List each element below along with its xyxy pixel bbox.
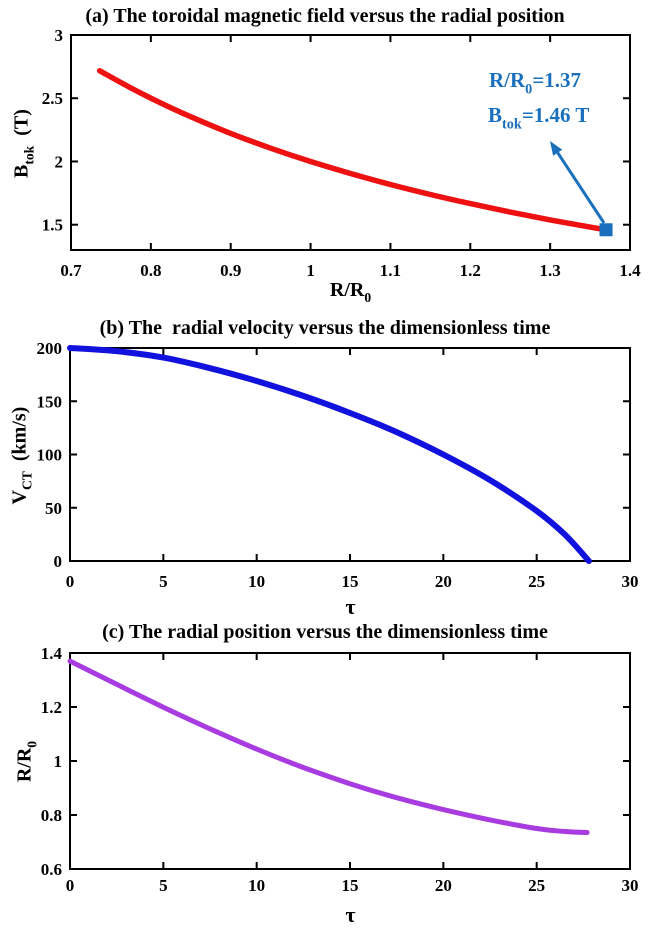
- y-tick-label: 0: [54, 552, 63, 571]
- y-tick-label: 100: [37, 446, 63, 465]
- x-tick-label: 5: [159, 572, 168, 591]
- x-tick-label: 0.7: [60, 261, 82, 280]
- x-tick-label: 1.3: [540, 261, 561, 280]
- panel-c-x-axis-label: τ: [71, 902, 630, 928]
- x-tick-label: 15: [342, 572, 359, 591]
- x-tick-label: 1: [306, 261, 315, 280]
- panel-b: (b) The radial velocity versus the dimen…: [0, 310, 650, 619]
- x-tick-label: 10: [248, 572, 265, 591]
- y-tick-label: 2: [55, 152, 64, 171]
- x-tick-label: 15: [342, 876, 359, 895]
- y-tick-label: 1.5: [42, 216, 63, 235]
- y-tick-label: 150: [37, 392, 63, 411]
- panel-a-plot-area: 0.7 0.8 0.9 1 1.1 1.2 1.3 1.4 1.5 2 2.5 3: [42, 26, 641, 280]
- panel-b-x-axis-label: τ: [71, 594, 630, 620]
- plot-box: [69, 347, 631, 562]
- x-tick-label: 1.4: [619, 261, 641, 280]
- panel-a-title: (a) The toroidal magnetic field versus t…: [85, 5, 565, 27]
- x-tick-label: 10: [248, 876, 265, 895]
- y-tick-label: 2.5: [42, 89, 63, 108]
- y-tick-label: 3: [55, 26, 64, 45]
- label-text: R/R: [329, 279, 365, 301]
- label-text: =1.46 T: [521, 103, 590, 127]
- x-tick-label: 25: [528, 876, 545, 895]
- y-tick-label: 0.6: [41, 860, 62, 879]
- annotation-arrow-head: [550, 141, 563, 156]
- label-subscript: 0: [525, 81, 533, 98]
- data-curve: [67, 345, 592, 564]
- y-tick-label: 1.4: [41, 644, 63, 663]
- y-tick-label: 200: [37, 339, 63, 358]
- label-text: R/R: [489, 68, 526, 92]
- x-tick-label: 25: [528, 572, 545, 591]
- x-tick-label: 1.1: [380, 261, 401, 280]
- y-tick-label: 50: [45, 499, 62, 518]
- annotation-line-2: Btok=1.46 T: [488, 103, 589, 136]
- annotation-arrow-line: [553, 147, 606, 224]
- x-tick-label: 0: [66, 572, 75, 591]
- x-tick-label: 30: [622, 876, 639, 895]
- data-curve: [67, 658, 590, 835]
- data-point-marker: [599, 223, 613, 237]
- y-tick-label: 1.2: [41, 698, 62, 717]
- x-tick-label: 30: [622, 572, 639, 591]
- label-text: B: [488, 103, 503, 127]
- annotation-line-1: R/R0=1.37: [489, 68, 581, 101]
- plot-box: [70, 34, 631, 251]
- panel-a: (a) The toroidal magnetic field versus t…: [0, 0, 650, 310]
- panel-b-plot-area: 0 5 10 15 20 25 30 0 50 100 150 200: [37, 339, 639, 591]
- panel-a-x-axis-label: R/R0: [71, 279, 630, 306]
- x-tick-label: 20: [435, 876, 452, 895]
- x-tick-label: 5: [159, 876, 168, 895]
- panel-c-title: (c) The radial position versus the dimen…: [102, 621, 548, 643]
- panel-c-plot-area: 0 5 10 15 20 25 30 0.6 0.8 1 1.2 1.4: [41, 644, 639, 895]
- x-tick-label: 1.2: [460, 261, 481, 280]
- x-tick-label: 0: [66, 876, 75, 895]
- data-curve: [96, 68, 609, 233]
- y-tick-label: 0.8: [41, 806, 62, 825]
- label-subscript: tok: [502, 116, 522, 133]
- panel-c: (c) The radial position versus the dimen…: [0, 614, 650, 927]
- label-text: =1.37: [532, 68, 582, 92]
- label-text: τ: [345, 594, 356, 619]
- panel-b-title: (b) The radial velocity versus the dimen…: [99, 317, 551, 339]
- label-text: τ: [345, 902, 356, 927]
- x-tick-label: 0.9: [220, 261, 241, 280]
- x-tick-label: 20: [435, 572, 452, 591]
- x-tick-label: 0.8: [140, 261, 161, 280]
- plot-box: [69, 652, 631, 870]
- y-tick-label: 1: [54, 752, 63, 771]
- label-subscript: 0: [364, 290, 372, 306]
